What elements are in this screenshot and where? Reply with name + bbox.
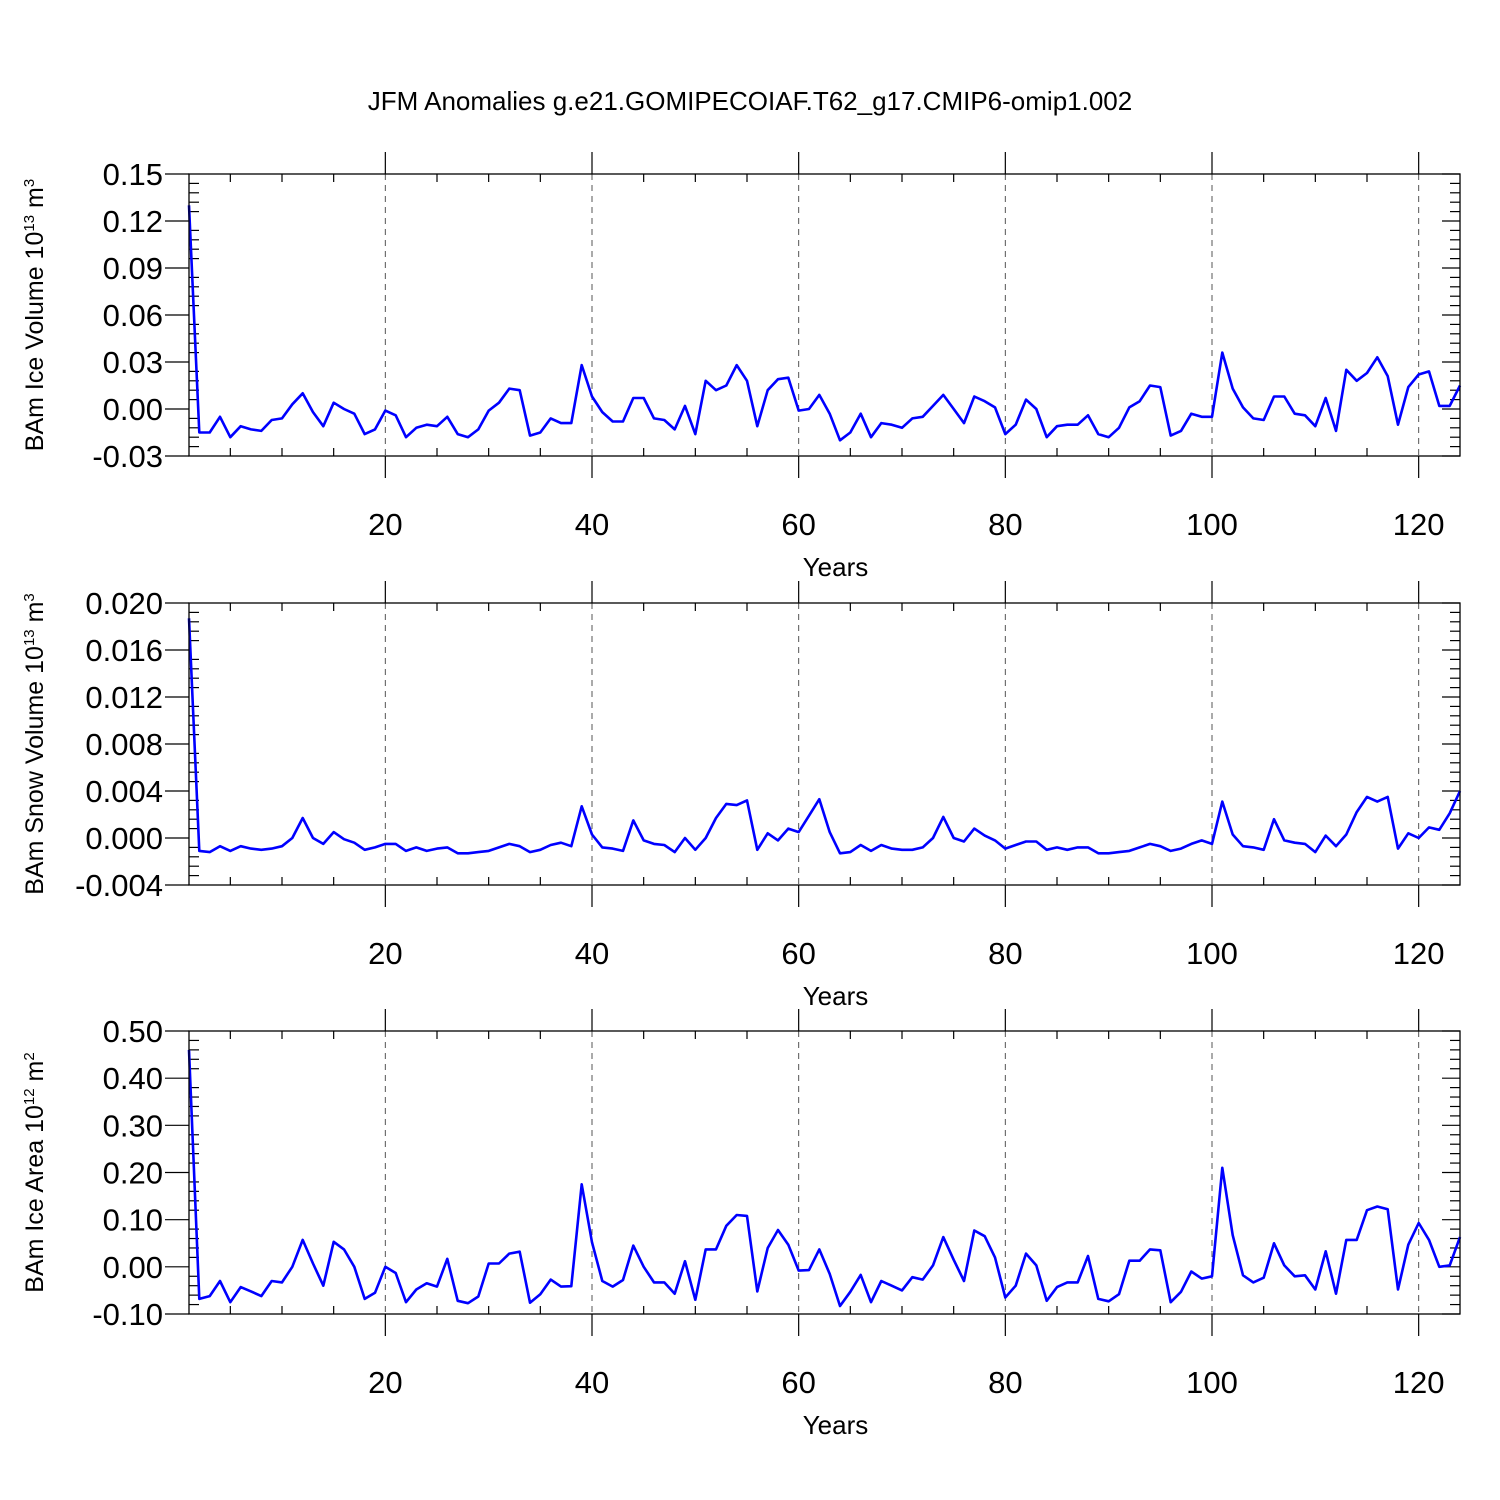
y-tick-label: -0.10	[92, 1297, 163, 1332]
x-axis-label: Years	[803, 552, 869, 582]
panels: 20 40 60 80 100 120 -0.03 0.00 0.03 0.06 0.09 0.12 0…	[21, 152, 1462, 1440]
x-axis-label: Years	[803, 981, 869, 1011]
y-tick-label: 0.10	[103, 1203, 163, 1238]
panel-2: 20 40 60 80 100 120 -0.004 0.000 0.004 0.008 0.012…	[21, 581, 1462, 1011]
x-tick-label: 40	[575, 1365, 609, 1400]
x-tick-label: 60	[781, 936, 815, 971]
y-tick-label: 0.15	[103, 157, 163, 192]
x-tick-label: 40	[575, 507, 609, 542]
y-tick-label: -0.03	[92, 439, 163, 474]
x-axis-label: Years	[803, 1410, 869, 1440]
x-tick-label: 80	[988, 936, 1022, 971]
y-tick-label: 0.004	[85, 774, 163, 809]
y-tick-label: 0.020	[85, 586, 163, 621]
y-axis-label-exponent: 13	[21, 215, 38, 232]
x-tick-label: 100	[1186, 936, 1238, 971]
y-tick-label: 0.03	[103, 345, 163, 380]
x-tick-label: 60	[781, 507, 815, 542]
series-line	[187, 205, 1462, 442]
x-tick-label: 100	[1186, 507, 1238, 542]
x-tick-label: 60	[781, 1365, 815, 1400]
y-tick-label: 0.09	[103, 251, 163, 286]
panel-3: 20 40 60 80 100 120 -0.10 0.00 0.10 0.20 0.30 0.40 0…	[21, 1009, 1462, 1440]
series-line	[187, 618, 1462, 855]
y-tick-label: -0.004	[75, 868, 163, 903]
y-tick-label: 0.016	[85, 633, 163, 668]
y-tick-label: 0.50	[103, 1014, 163, 1049]
y-axis-label-unit: m	[21, 187, 49, 215]
y-axis-label-unit-exponent: 2	[21, 1052, 38, 1060]
y-axis-label-unit-exponent: 3	[21, 593, 38, 601]
y-axis-label-exponent: 13	[21, 629, 38, 646]
x-tick-label: 120	[1393, 507, 1445, 542]
y-axis-label-exponent: 12	[21, 1088, 38, 1105]
plot-frame	[188, 173, 1461, 457]
series-line	[187, 1049, 1462, 1308]
x-tick-label: 20	[368, 507, 402, 542]
x-tick-label: 100	[1186, 1365, 1238, 1400]
y-tick-label: 0.06	[103, 298, 163, 333]
y-axis-label-text: BAm Ice Volume 10	[21, 232, 49, 452]
y-axis-label-unit-exponent: 3	[21, 179, 38, 187]
y-tick-label: 0.000	[85, 821, 163, 856]
y-axis-label-unit: m	[21, 602, 49, 630]
x-tick-label: 20	[368, 936, 402, 971]
y-tick-label: 0.30	[103, 1108, 163, 1143]
y-axis-label: BAm Ice Volume 1013 m3	[21, 179, 49, 451]
y-tick-label: 0.20	[103, 1156, 163, 1191]
y-tick-label: 0.008	[85, 727, 163, 762]
panel-1: 20 40 60 80 100 120 -0.03 0.00 0.03 0.06 0.09 0.12 0…	[21, 152, 1462, 582]
chart-title: JFM Anomalies g.e21.GOMIPECOIAF.T62_g17.…	[368, 86, 1132, 116]
y-tick-label: 0.00	[103, 392, 163, 427]
x-tick-label: 80	[988, 507, 1022, 542]
plot-frame	[188, 602, 1461, 886]
x-tick-label: 80	[988, 1365, 1022, 1400]
y-tick-label: 0.012	[85, 680, 163, 715]
y-tick-label: 0.40	[103, 1061, 163, 1096]
y-tick-label: 0.00	[103, 1250, 163, 1285]
y-axis-label-text: BAm Ice Area 10	[21, 1105, 49, 1293]
x-tick-label: 120	[1393, 1365, 1445, 1400]
y-axis-label: BAm Ice Area 1012 m2	[21, 1052, 49, 1292]
x-tick-label: 20	[368, 1365, 402, 1400]
y-tick-label: 0.12	[103, 204, 163, 239]
y-axis-label: BAm Snow Volume 1013 m3	[21, 593, 49, 895]
y-axis-label-unit: m	[21, 1061, 49, 1089]
y-axis-label-text: BAm Snow Volume 10	[21, 646, 49, 895]
x-tick-label: 40	[575, 936, 609, 971]
x-tick-label: 120	[1393, 936, 1445, 971]
plot-frame	[188, 1030, 1461, 1315]
